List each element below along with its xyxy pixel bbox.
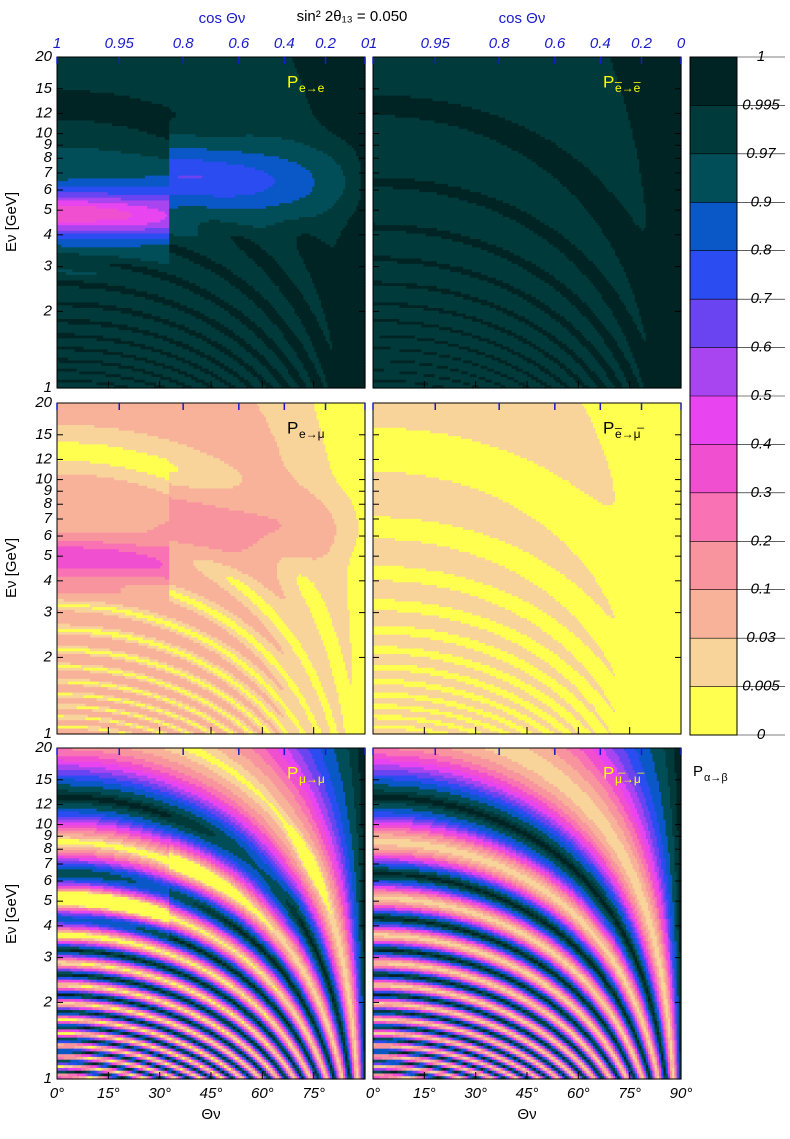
colorbar-label: P — [693, 763, 703, 780]
y-tick-label: 10 — [35, 471, 52, 488]
contour-field — [57, 748, 366, 1080]
y-tick-label: 12 — [35, 104, 52, 121]
top-tick-label: 1 — [53, 35, 61, 52]
panel-label: P — [287, 418, 298, 437]
y-tick-label: 6 — [44, 527, 53, 544]
contour-field — [57, 57, 366, 389]
x-axis-label: Θν — [201, 1106, 220, 1123]
top-tick-label: 0.4 — [590, 35, 611, 52]
y-tick-label: 20 — [34, 48, 52, 65]
panel-label: P — [287, 72, 298, 91]
panel-label-sub: e̅→e̅ — [614, 81, 641, 95]
panel-label: P — [603, 418, 614, 437]
y-tick-label: 12 — [35, 450, 52, 467]
y-tick-label: 5 — [44, 201, 53, 218]
top-axis-label: cos Θν — [499, 10, 546, 27]
y-tick-label: 15 — [35, 426, 52, 443]
y-tick-label: 3 — [44, 604, 53, 621]
y-axis-label: Eν [GeV] — [3, 192, 20, 252]
y-tick-label: 2 — [43, 648, 53, 665]
top-tick-label: 0.95 — [421, 35, 451, 52]
x-axis-label: Θν — [517, 1106, 536, 1123]
y-tick-label: 7 — [44, 510, 53, 527]
top-axis-label: cos Θν — [199, 10, 246, 27]
top-tick-label: 1 — [369, 35, 377, 52]
contour-field — [373, 403, 682, 735]
y-axis-label: Eν [GeV] — [3, 884, 20, 944]
y-tick-label: 4 — [44, 226, 52, 243]
panel-label-sub: e̅→μ̅ — [614, 427, 644, 441]
top-tick-label: 0.95 — [105, 35, 135, 52]
panel-label-sub: e→e — [299, 81, 325, 95]
y-tick-label: 6 — [44, 181, 53, 198]
top-tick-label: 0.4 — [274, 35, 295, 52]
top-tick-label: 0.6 — [228, 35, 250, 52]
colorbar-label-sub: α→β — [704, 772, 728, 784]
contour-field — [57, 403, 366, 735]
top-tick-label: 0.8 — [489, 35, 511, 52]
top-tick-label: 0.6 — [544, 35, 566, 52]
panel-label: P — [603, 72, 614, 91]
y-tick-label: 10 — [35, 125, 52, 142]
y-axis-label: Eν [GeV] — [3, 538, 20, 598]
top-tick-label: 0.8 — [173, 35, 195, 52]
y-tick-label: 5 — [44, 547, 53, 564]
panel-label-sub: e→μ — [299, 427, 325, 441]
contour-field — [373, 57, 682, 389]
y-tick-label: 4 — [44, 572, 52, 589]
top-tick-label: 0.2 — [631, 35, 653, 52]
title: sin² 2θ₁₃ = 0.050 — [297, 8, 408, 25]
y-tick-label: 20 — [34, 394, 52, 411]
y-tick-label: 3 — [44, 258, 53, 275]
top-tick-label: 0 — [677, 35, 686, 52]
y-tick-label: 2 — [43, 302, 53, 319]
y-tick-label: 7 — [44, 164, 53, 181]
y-tick-label: 15 — [35, 80, 52, 97]
top-tick-label: 0.2 — [315, 35, 337, 52]
